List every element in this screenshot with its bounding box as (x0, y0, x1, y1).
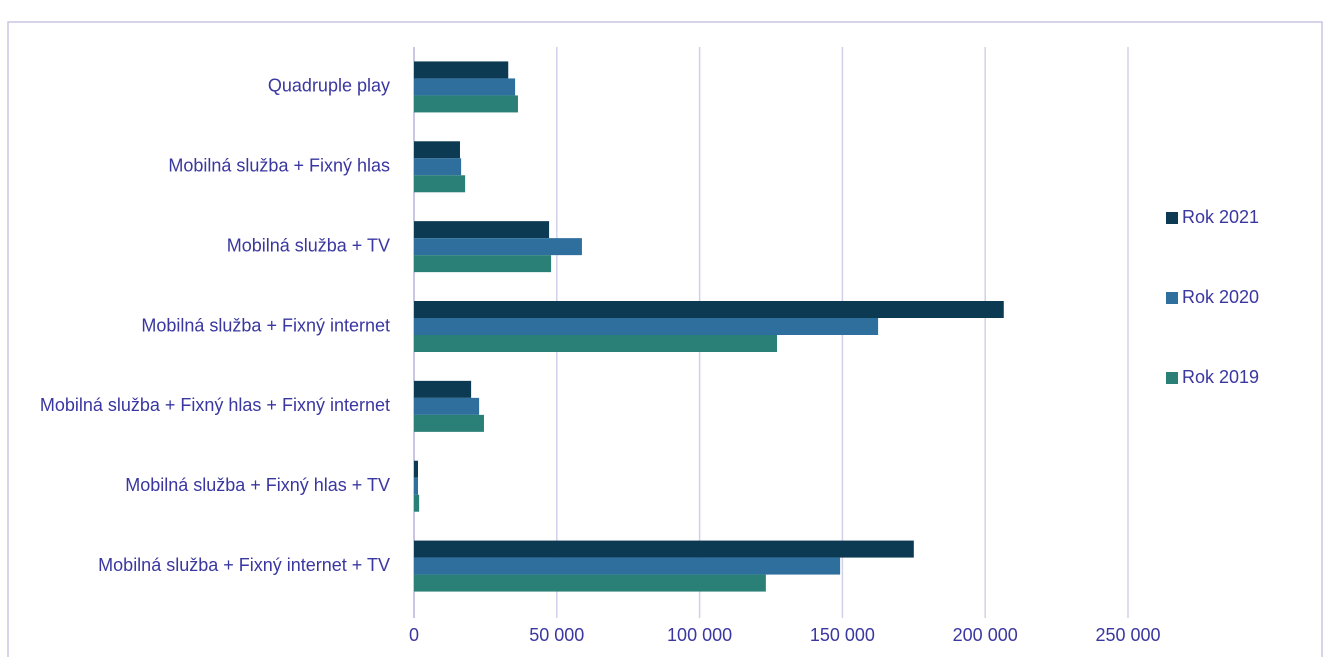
y-tick-label: Mobilná služba + TV (227, 235, 390, 255)
bar (414, 95, 518, 113)
x-tick-label: 0 (409, 625, 419, 645)
bar (414, 477, 418, 495)
legend-swatch (1166, 292, 1178, 304)
legend-label: Rok 2019 (1182, 367, 1259, 387)
bar (414, 380, 472, 398)
bar (414, 78, 516, 96)
bar (414, 175, 466, 193)
y-tick-label: Mobilná služba + Fixný hlas (168, 156, 390, 176)
bar (414, 460, 418, 478)
bar (414, 141, 460, 159)
y-tick-label: Quadruple play (268, 76, 390, 96)
y-tick-label: Mobilná služba + Fixný hlas + TV (125, 475, 390, 495)
legend-label: Rok 2021 (1182, 207, 1259, 227)
y-tick-label: Mobilná služba + Fixný internet + TV (98, 555, 390, 575)
x-tick-label: 200 000 (953, 625, 1018, 645)
bar (414, 301, 1004, 318)
legend-swatch (1166, 372, 1178, 384)
legend-swatch (1166, 212, 1178, 224)
bar (414, 574, 766, 592)
bar (414, 557, 841, 575)
bar (414, 540, 914, 558)
bar (414, 158, 462, 176)
bar (414, 255, 552, 273)
bar (414, 335, 777, 352)
y-tick-label: Mobilná služba + Fixný internet (141, 315, 390, 335)
bar (414, 318, 879, 335)
x-tick-label: 150 000 (810, 625, 875, 645)
bar (414, 221, 550, 239)
bar (414, 397, 480, 415)
bar (414, 238, 582, 256)
x-tick-label: 50 000 (529, 625, 584, 645)
x-tick-label: 100 000 (667, 625, 732, 645)
bar (414, 414, 484, 432)
bar (414, 61, 509, 79)
y-tick-label: Mobilná služba + Fixný hlas + Fixný inte… (40, 395, 390, 415)
x-tick-label: 250 000 (1095, 625, 1160, 645)
bar (414, 494, 420, 512)
legend-label: Rok 2020 (1182, 287, 1259, 307)
